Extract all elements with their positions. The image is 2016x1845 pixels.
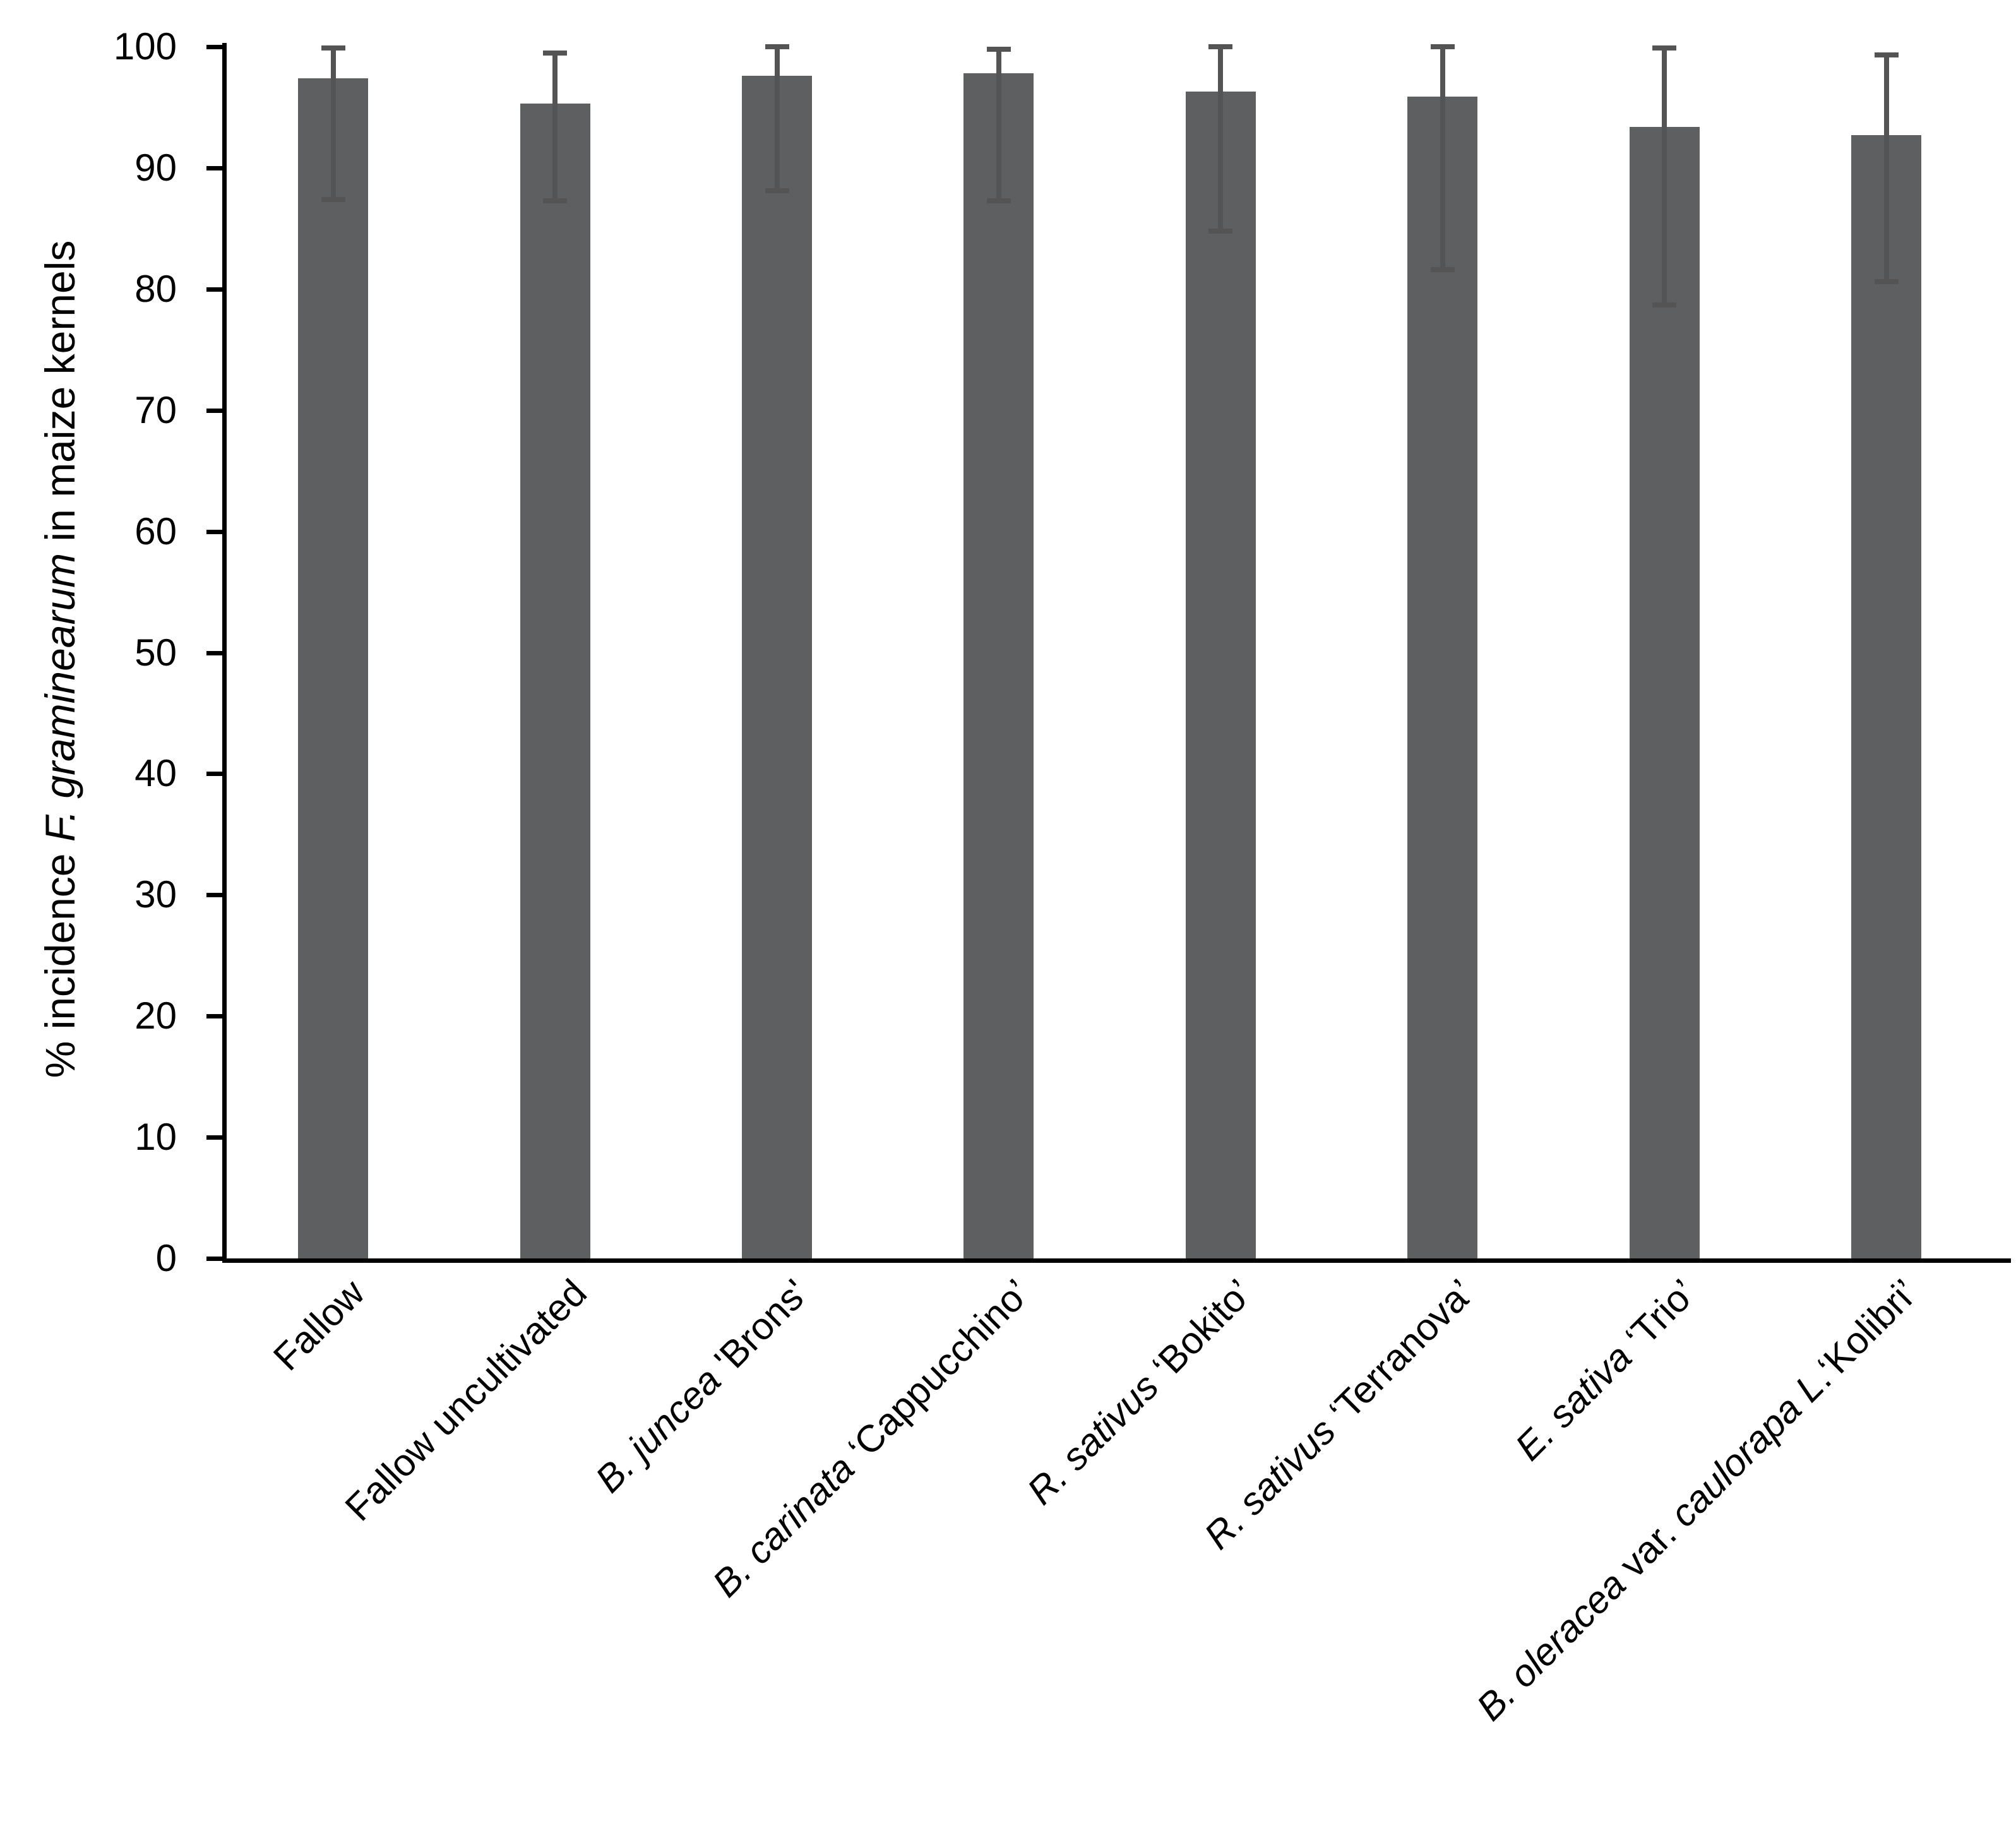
bar [298,78,369,1258]
y-tick-label: 60 [134,510,177,552]
bar [742,76,812,1258]
error-whisker [552,52,558,201]
error-cap-top [765,44,789,49]
error-cap-bottom [1874,279,1899,285]
bar [1851,135,1921,1258]
error-cap-top [1208,44,1233,49]
error-whisker [1883,55,1889,282]
y-tick [206,165,222,170]
y-tick-label: 0 [155,1237,177,1279]
y-tick [206,1257,222,1261]
error-cap-top [1652,45,1677,51]
error-cap-bottom [1208,228,1233,234]
bar [1185,92,1256,1258]
x-category-label: B. oleracea var. caulorapa L.‘Kolibri’ [1468,1271,1926,1729]
bar [520,104,590,1258]
y-tick [206,650,222,655]
x-category-label: Fallow uncultivated [337,1271,595,1529]
error-cap-top [321,45,345,51]
error-whisker [1662,47,1667,305]
bar [1407,96,1478,1258]
y-tick [206,893,222,898]
y-tick-label: 50 [134,631,177,674]
y-tick [206,45,222,49]
error-cap-bottom [986,198,1011,203]
y-tick-label: 70 [134,388,177,431]
error-cap-bottom [543,198,568,203]
y-tick-label: 90 [134,146,177,189]
bar [963,73,1034,1258]
y-tick [206,529,222,534]
y-tick-label: 100 [113,25,177,68]
y-tick [206,772,222,777]
y-tick [206,1014,222,1019]
x-category-label: B. juncea 'Brons' [587,1271,817,1501]
error-whisker [774,47,780,191]
x-category-label: Fallow [265,1271,373,1379]
error-cap-top [1874,52,1899,58]
bar [1629,126,1700,1258]
error-cap-bottom [1430,267,1455,273]
y-tick-label: 30 [134,873,177,916]
error-whisker [330,47,336,200]
y-tick [206,1135,222,1140]
y-tick-label: 10 [134,1116,177,1159]
error-cap-bottom [765,188,789,194]
y-tick [206,287,222,292]
error-whisker [996,49,1001,201]
y-tick [206,408,222,413]
y-tick-label: 80 [134,267,177,310]
error-cap-top [1430,44,1455,49]
error-cap-bottom [321,196,345,202]
error-cap-bottom [1652,302,1677,308]
x-category-label: R. sativus ‘Bokito’ [1018,1271,1260,1513]
y-axis-line [222,43,227,1263]
x-category-label: E. sativa ‘Trio’ [1506,1271,1704,1469]
error-cap-top [986,46,1011,52]
error-cap-top [543,50,568,56]
x-axis-line [222,1258,2011,1263]
error-whisker [1440,47,1445,270]
y-tick-label: 20 [134,994,177,1037]
y-tick-label: 40 [134,752,177,795]
error-whisker [1218,47,1224,231]
